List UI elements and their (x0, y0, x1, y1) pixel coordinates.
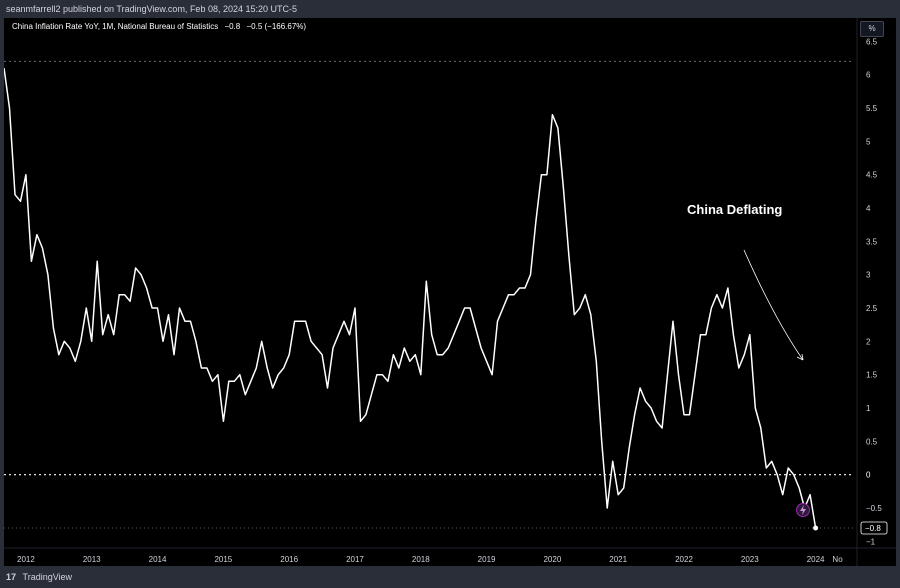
x-tick-label-4: 2016 (280, 555, 298, 564)
y-tick-label-5: 4 (866, 204, 871, 213)
y-tick-label-14: −0.5 (866, 504, 882, 513)
footer-bar: 17 TradingView (0, 566, 900, 588)
y-tick-label-8: 2.5 (866, 304, 878, 313)
zero-label-bg (862, 468, 878, 481)
legend-change: −0.5 (−166.67%) (246, 22, 307, 31)
y-tick-label-2: 5.5 (866, 104, 878, 113)
x-tick-label-1: 2013 (83, 555, 101, 564)
x-tick-label-13: No (832, 555, 843, 564)
chart-legend: China Inflation Rate YoY, 1M, National B… (12, 22, 310, 31)
x-tick-label-12: 2024 (807, 555, 825, 564)
x-tick-label-7: 2019 (478, 555, 496, 564)
y-tick-label-12: 0.5 (866, 437, 878, 446)
unit-badge[interactable]: % (860, 21, 884, 37)
y-tick-label-4: 4.5 (866, 171, 878, 180)
y-tick-label-6: 3.5 (866, 237, 878, 246)
published-header: seanmfarrell2 published on TradingView.c… (0, 0, 900, 18)
line-chart[interactable]: 6.5 6 5.5 5 4.5 4 3.5 3 2.5 2 1.5 1 0.5 −0.5 −1 2012 201… (4, 18, 896, 566)
legend-title: China Inflation Rate YoY, 1M, National B… (12, 22, 219, 31)
y-tick-label-7: 3 (866, 271, 871, 280)
last-point-marker (813, 525, 819, 531)
last-value-label: −0.8 (865, 524, 881, 533)
x-tick-label-9: 2021 (609, 555, 627, 564)
chart-area[interactable]: 6.5 6 5.5 5 4.5 4 3.5 3 2.5 2 1.5 1 0.5 −0.5 −1 2012 201… (4, 18, 896, 566)
y-tick-label-11: 1 (866, 404, 871, 413)
x-tick-label-0: 2012 (17, 555, 35, 564)
annotation-text: China Deflating (687, 202, 783, 217)
x-tick-label-2: 2014 (149, 555, 167, 564)
series-line-inflation (4, 67, 817, 529)
x-tick-label-5: 2017 (346, 555, 364, 564)
y-tick-label-3: 5 (866, 137, 871, 146)
x-tick-label-8: 2020 (543, 555, 561, 564)
brand-name: TradingView (22, 572, 73, 582)
last-value-label-box (860, 521, 888, 535)
y-tick-label-9: 2 (866, 337, 871, 346)
y-tick-label-1: 6 (866, 71, 871, 80)
published-text: seanmfarrell2 published on TradingView.c… (6, 4, 298, 14)
lightning-glyph (800, 505, 806, 515)
y-tick-label-0: 6.5 (866, 37, 878, 46)
zero-label: 0 (866, 471, 871, 480)
x-tick-label-11: 2023 (741, 555, 759, 564)
tradingview-logo-icon: 17 (6, 572, 17, 582)
annotation-arrow (743, 249, 804, 361)
x-tick-label-6: 2018 (412, 555, 430, 564)
x-tick-label-10: 2022 (675, 555, 693, 564)
annotation-arrow-head (796, 353, 804, 361)
y-tick-label-10: 1.5 (866, 371, 878, 380)
legend-last-value: −0.8 (224, 22, 241, 31)
x-tick-label-3: 2015 (214, 555, 232, 564)
y-tick-label-15: −1 (866, 537, 876, 546)
